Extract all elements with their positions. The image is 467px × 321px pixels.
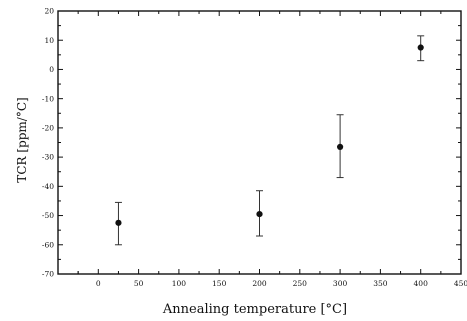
y-tick-label: -70 <box>42 270 54 279</box>
x-tick-label: 450 <box>454 279 467 288</box>
y-tick-label: -10 <box>42 94 54 103</box>
data-point <box>115 219 122 226</box>
y-tick-label: 0 <box>49 65 54 74</box>
x-tick-label: 400 <box>414 279 429 288</box>
x-tick-label: 50 <box>134 279 144 288</box>
data-point <box>417 44 424 51</box>
x-axis-title: Annealing temperature [°C] <box>162 302 347 317</box>
x-tick-label: 250 <box>293 279 308 288</box>
x-tick-label: 350 <box>373 279 388 288</box>
x-tick-label: 300 <box>333 279 348 288</box>
x-tick-label: 200 <box>252 279 267 288</box>
y-tick-label: 10 <box>44 36 54 45</box>
y-tick-label: -60 <box>42 240 54 249</box>
y-tick-label: -30 <box>42 153 54 162</box>
y-tick-label: 20 <box>44 7 54 16</box>
x-tick-label: 100 <box>172 279 187 288</box>
data-point <box>256 210 263 218</box>
y-tick-label: -20 <box>42 123 54 132</box>
y-axis-title: TCR [ppm/°C] <box>15 97 29 182</box>
x-tick-label: 0 <box>96 279 101 288</box>
x-tick-label: 150 <box>212 279 227 288</box>
data-point <box>337 143 344 150</box>
y-tick-label: -40 <box>42 182 54 191</box>
plot-area: 0 50 100 150 200 250 300 350 400 45020100-10-20-3… <box>42 7 467 288</box>
y-tick-label: -50 <box>42 211 54 220</box>
